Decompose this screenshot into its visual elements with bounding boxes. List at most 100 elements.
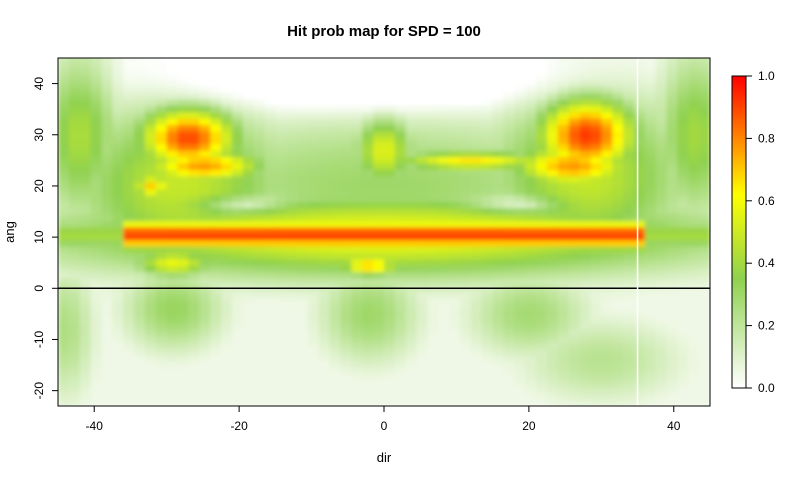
- heatmap-cell: [416, 98, 429, 106]
- heatmap-cell: [155, 73, 168, 81]
- heatmap-cell: [438, 310, 450, 318]
- heatmap-cell: [666, 214, 678, 222]
- heatmap-cell: [112, 374, 124, 382]
- heatmap-cell: [329, 342, 342, 350]
- heatmap-cell: [416, 86, 429, 94]
- heatmap-cell: [177, 92, 189, 100]
- heatmap-cell: [231, 156, 244, 164]
- heatmap-cell: [253, 201, 266, 209]
- heatmap-cell: [112, 233, 124, 241]
- heatmap-cell: [525, 399, 537, 406]
- heatmap-cell: [547, 386, 559, 394]
- heatmap-cell: [460, 239, 472, 247]
- heatmap-cell: [155, 290, 168, 298]
- heatmap-cell: [633, 214, 646, 222]
- heatmap-cell: [188, 156, 200, 164]
- heatmap-cell: [568, 124, 581, 132]
- heatmap-cell: [123, 98, 135, 106]
- heatmap-cell: [329, 226, 342, 234]
- heatmap-cell: [470, 98, 483, 106]
- heatmap-cell: [547, 342, 559, 350]
- heatmap-cell: [503, 207, 515, 215]
- heatmap-cell: [253, 92, 266, 100]
- heatmap-cell: [112, 162, 124, 170]
- heatmap-cell: [112, 322, 124, 330]
- heatmap-cell: [144, 118, 157, 126]
- heatmap-cell: [503, 393, 515, 401]
- heatmap-cell: [460, 66, 472, 74]
- heatmap-cell: [460, 342, 472, 350]
- heatmap-cell: [90, 342, 103, 350]
- heatmap-cell: [492, 66, 505, 74]
- heatmap-cell: [666, 169, 678, 177]
- heatmap-cell: [579, 239, 592, 247]
- heatmap-cell: [199, 265, 211, 273]
- heatmap-cell: [449, 86, 461, 94]
- heatmap-cell: [644, 111, 657, 119]
- heatmap-cell: [557, 380, 570, 388]
- heatmap-cell: [58, 124, 70, 132]
- heatmap-cell: [79, 310, 92, 318]
- heatmap-cell: [623, 220, 635, 228]
- heatmap-cell: [655, 79, 668, 87]
- heatmap-cell: [155, 58, 168, 62]
- heatmap-cell: [590, 367, 602, 375]
- heatmap-cell: [134, 386, 146, 394]
- heatmap-cell: [677, 399, 689, 406]
- heatmap-cell: [307, 271, 320, 279]
- heatmap-cell: [568, 322, 581, 330]
- heatmap-cell: [655, 201, 668, 209]
- heatmap-cell: [557, 348, 570, 356]
- heatmap-cell: [68, 265, 81, 273]
- heatmap-cell: [286, 130, 298, 138]
- heatmap-cell: [221, 137, 233, 145]
- heatmap-cell: [221, 194, 233, 202]
- heatmap-cell: [329, 188, 342, 196]
- heatmap-cell: [297, 156, 309, 164]
- heatmap-cell: [633, 348, 646, 356]
- heatmap-cell: [492, 137, 505, 145]
- heatmap-cell: [242, 175, 255, 183]
- heatmap-cell: [688, 207, 700, 215]
- heatmap-cell: [438, 399, 450, 406]
- heatmap-cell: [384, 354, 396, 362]
- heatmap-cell: [481, 194, 494, 202]
- heatmap-cell: [58, 252, 70, 260]
- heatmap-cell: [329, 66, 342, 74]
- heatmap-cell: [134, 188, 146, 196]
- heatmap-cell: [514, 220, 526, 228]
- heatmap-cell: [590, 143, 602, 151]
- heatmap-cell: [112, 169, 124, 177]
- heatmap-cell: [536, 380, 548, 388]
- heatmap-cell: [612, 348, 624, 356]
- heatmap-cell: [633, 73, 646, 81]
- heatmap-cell: [199, 290, 211, 298]
- heatmap-cell: [297, 258, 309, 266]
- heatmap-cell: [514, 60, 526, 68]
- heatmap-cell: [123, 252, 135, 260]
- heatmap-cell: [199, 374, 211, 382]
- heatmap-cell: [329, 290, 342, 298]
- heatmap-cell: [340, 271, 352, 279]
- heatmap-cell: [188, 92, 200, 100]
- heatmap-cell: [677, 393, 689, 401]
- colorbar-gradient: [731, 75, 747, 389]
- heatmap-cell: [688, 399, 700, 406]
- heatmap-cell: [688, 220, 700, 228]
- heatmap-cell: [536, 220, 548, 228]
- heatmap-cell: [568, 207, 581, 215]
- heatmap-cell: [416, 124, 429, 132]
- heatmap-cell: [166, 150, 179, 158]
- heatmap-cell: [275, 386, 287, 394]
- heatmap-cell: [307, 150, 320, 158]
- heatmap-cell: [177, 220, 189, 228]
- heatmap-cell: [666, 386, 678, 394]
- heatmap-cell: [373, 124, 385, 132]
- heatmap-cell: [557, 214, 570, 222]
- heatmap-cell: [416, 58, 429, 62]
- heatmap-cell: [79, 214, 92, 222]
- heatmap-cell: [568, 374, 581, 382]
- heatmap-cell: [579, 303, 592, 311]
- heatmap-cell: [579, 316, 592, 324]
- heatmap-cell: [351, 322, 363, 330]
